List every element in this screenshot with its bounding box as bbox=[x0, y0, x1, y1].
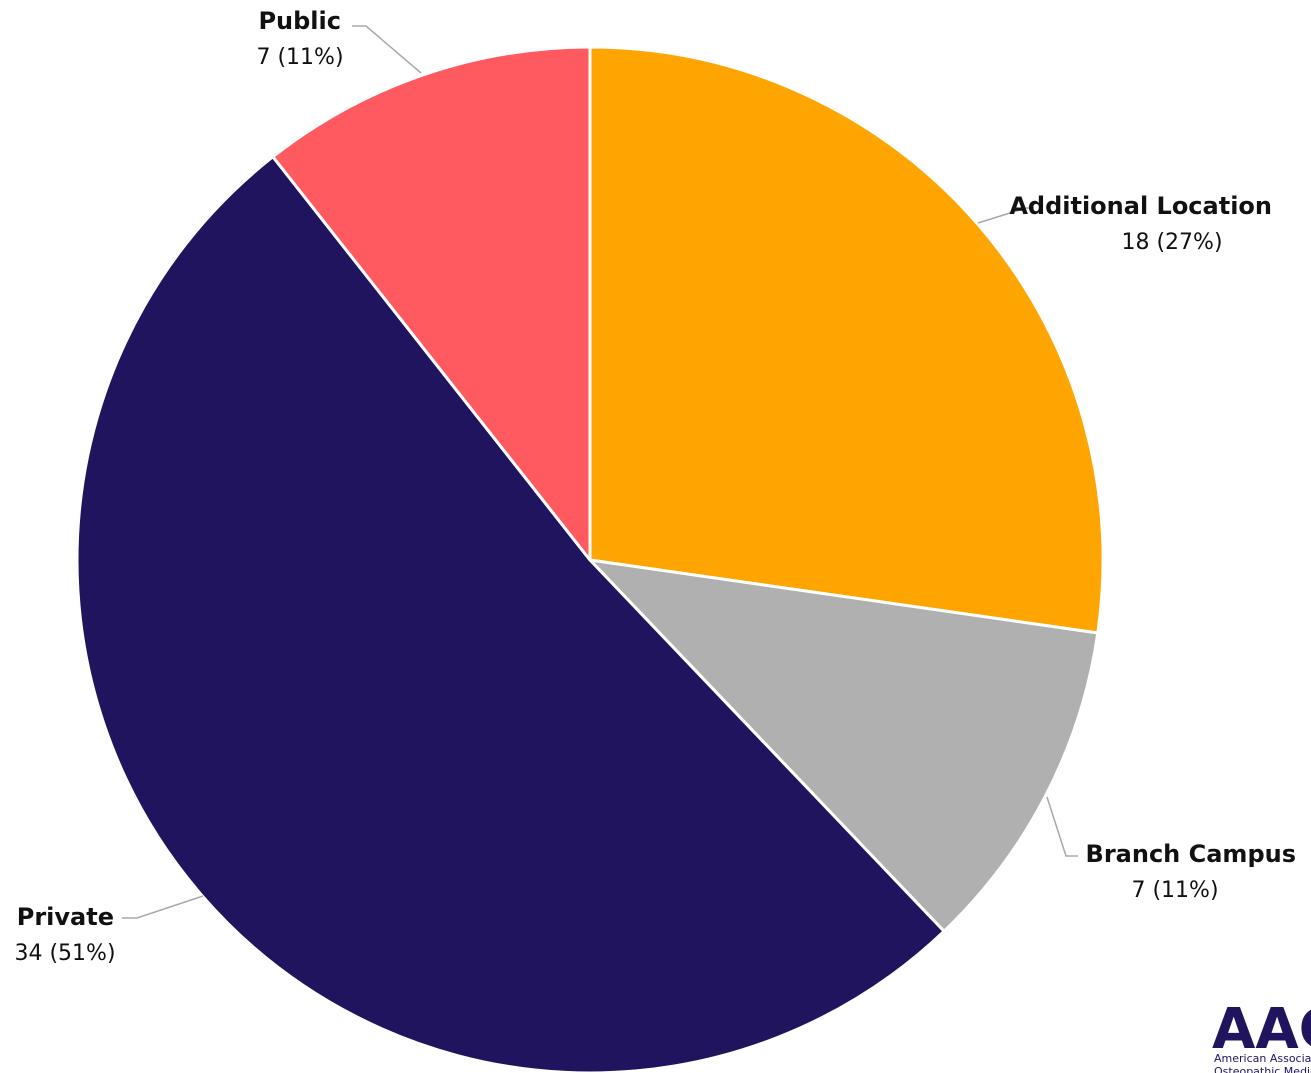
slice-label-name: Branch Campus bbox=[1086, 840, 1296, 868]
slice-label-value: 7 (11%) bbox=[256, 45, 343, 70]
slice-label-name: Private bbox=[17, 903, 114, 931]
logo-subtitle-line1: American Association of Colleges of bbox=[1214, 1052, 1311, 1065]
slice-label-name: Additional Location bbox=[1009, 192, 1272, 220]
slice-label-value: 7 (11%) bbox=[1131, 878, 1218, 903]
logo-subtitle-line2: Osteopathic Medicine bbox=[1214, 1065, 1311, 1073]
logo-mark: AACOM bbox=[1212, 997, 1311, 1062]
pie-slice-branch-campus bbox=[588, 558, 1100, 933]
leader-line-branch-campus bbox=[1046, 796, 1078, 857]
pie-slices bbox=[75, 45, 1105, 1073]
leader-line-additional-location bbox=[977, 207, 1034, 224]
label-leader-lines bbox=[122, 25, 1078, 919]
slice-label-value: 34 (51%) bbox=[14, 941, 115, 966]
slice-label-value: 18 (27%) bbox=[1121, 230, 1222, 255]
aacom-logo: AACOM American Association of Colleges o… bbox=[1212, 997, 1311, 1073]
leader-line-private bbox=[122, 895, 204, 919]
slice-labels: Additional Location 18 (27%) Branch Campus… bbox=[14, 7, 1296, 966]
slice-label-name: Public bbox=[258, 7, 341, 35]
pie-slice-public bbox=[271, 45, 592, 562]
leader-line-public bbox=[352, 25, 422, 74]
pie-slice-additional-location bbox=[588, 45, 1105, 635]
